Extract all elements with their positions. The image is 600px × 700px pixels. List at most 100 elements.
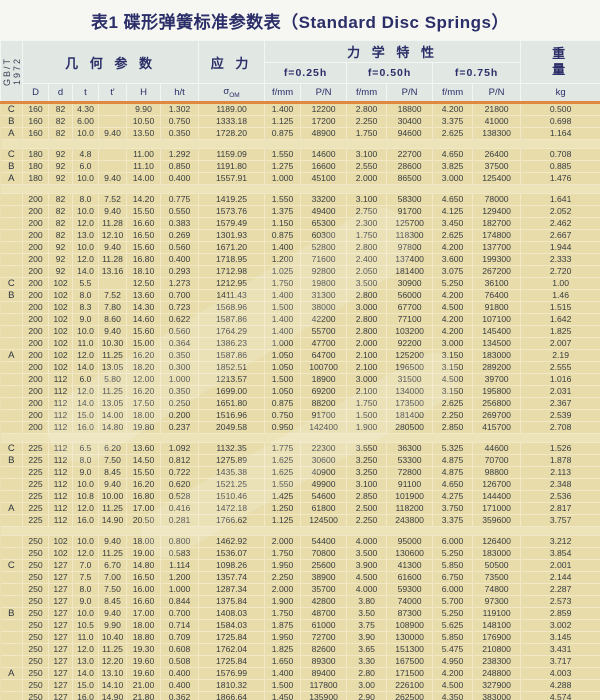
value-cell: 8.0 — [72, 583, 99, 596]
value-cell: 15.0 — [72, 409, 99, 422]
value-cell: 52800 — [300, 241, 348, 254]
value-cell: 1.550 — [264, 193, 302, 206]
value-cell: 1159.09 — [198, 148, 266, 161]
table-row: B 200 102 8.0 7.52 13.60 0.700 1411.43 1.400 3130… — [0, 289, 600, 302]
value-cell: 1576.99 — [198, 667, 266, 680]
value-cell: 1866.64 — [198, 691, 266, 700]
value-cell: 4.200 — [432, 325, 474, 338]
value-cell: 2.100 — [346, 385, 388, 398]
value-cell: 10.0 — [72, 127, 99, 140]
table-row: 200 102 8.3 7.80 14.30 0.723 1568.96 1.500 38000… — [0, 301, 600, 314]
value-cell: 13.16 — [98, 265, 127, 278]
value-cell: 6.0 — [72, 160, 99, 173]
value-cell: 112 — [48, 454, 73, 467]
value-cell: 1.050 — [264, 385, 302, 398]
value-cell: 269700 — [472, 409, 522, 422]
value-cell: 0.698 — [520, 115, 600, 128]
value-cell: 12.0 — [72, 547, 99, 560]
value-cell: 16.60 — [126, 217, 161, 230]
value-cell: 1.875 — [264, 619, 302, 632]
value-cell: 1.46 — [520, 289, 600, 302]
value-cell: 127 — [48, 571, 73, 584]
value-cell: 3.750 — [432, 502, 474, 515]
value-cell: 1.114 — [160, 559, 200, 572]
value-cell: 3.65 — [346, 643, 388, 656]
value-cell: 86500 — [386, 172, 434, 185]
value-cell: 3.100 — [346, 193, 388, 206]
value-cell: 30900 — [386, 277, 434, 290]
value-cell: 1.550 — [264, 478, 302, 491]
value-cell: 1408.03 — [198, 607, 266, 620]
value-cell: 210800 — [472, 643, 522, 656]
series-letter-cell — [0, 655, 23, 668]
value-cell: 3.600 — [432, 253, 474, 266]
value-cell: 9.40 — [98, 535, 127, 548]
series-letter-cell — [0, 679, 23, 692]
value-cell: 82600 — [300, 643, 348, 656]
value-cell: 9.0 — [72, 313, 99, 326]
value-cell: 0.300 — [160, 361, 200, 374]
value-cell: 2.100 — [346, 349, 388, 362]
value-cell: 225 — [22, 502, 49, 515]
value-cell: 1.125 — [264, 115, 302, 128]
value-cell: 3.375 — [432, 514, 474, 527]
series-letter-cell — [0, 373, 23, 386]
value-cell: 2.000 — [264, 583, 302, 596]
value-cell: 0.750 — [264, 409, 302, 422]
value-cell: 1.050 — [264, 349, 302, 362]
value-cell: 2.052 — [520, 205, 600, 218]
value-cell: 1718.95 — [198, 253, 266, 266]
table-row: 200 102 10.0 9.40 15.60 0.560 1764.29 1.400 5570… — [0, 325, 600, 338]
value-cell: 2.708 — [520, 421, 600, 434]
value-cell: 2.348 — [520, 478, 600, 491]
value-cell: 1357.74 — [198, 571, 266, 584]
value-cell: 10.0 — [72, 607, 99, 620]
value-cell: 1.125 — [264, 514, 302, 527]
value-cell: 48900 — [300, 127, 348, 140]
value-cell: 102 — [48, 277, 73, 290]
value-cell: 16.20 — [126, 385, 161, 398]
value-cell: 82 — [48, 229, 73, 242]
value-cell: 67700 — [386, 301, 434, 314]
value-cell: 0.500 — [520, 102, 600, 116]
table-row: C 180 92 4.8 11.00 1.292 1159.09 1.550 14600 3.10… — [0, 148, 600, 161]
value-cell: 125200 — [386, 349, 434, 362]
value-cell: 36100 — [472, 277, 522, 290]
value-cell: 200 — [22, 241, 49, 254]
value-cell: 134500 — [472, 337, 522, 350]
table-row: A 180 92 10.0 9.40 14.00 0.400 1557.91 1.000 4510… — [0, 172, 600, 185]
geometry-group-header: 几 何 参 数 — [21, 40, 200, 84]
value-cell: 10.50 — [126, 115, 161, 128]
value-cell: 1.825 — [264, 643, 302, 656]
value-cell: 16.0 — [72, 514, 99, 527]
value-cell: 4.500 — [432, 679, 474, 692]
value-cell: 200 — [22, 313, 49, 326]
table-row: 200 82 12.0 11.28 16.60 0.383 1579.49 1.150 6530… — [0, 217, 600, 230]
value-cell: 180 — [22, 172, 49, 185]
value-cell: 1.750 — [264, 607, 302, 620]
value-cell: 9.40 — [98, 325, 127, 338]
value-cell: 1.250 — [264, 502, 302, 515]
value-cell: 148100 — [472, 619, 522, 632]
value-cell: 1212.95 — [198, 277, 266, 290]
col-header-t: t — [72, 83, 99, 103]
value-cell: 16.0 — [72, 691, 99, 700]
value-cell: 1728.20 — [198, 127, 266, 140]
value-cell: 12.20 — [98, 655, 127, 668]
value-cell: 91800 — [472, 301, 522, 314]
value-cell: 33200 — [300, 193, 348, 206]
value-cell: 102 — [48, 313, 73, 326]
value-cell: 59300 — [386, 583, 434, 596]
table-row: 200 112 6.0 5.80 12.00 1.000 1213.57 1.500 18900… — [0, 373, 600, 386]
value-cell: 160 — [22, 115, 49, 128]
value-cell — [98, 277, 127, 290]
series-letter-cell — [0, 241, 23, 254]
value-cell: 18.00 — [126, 535, 161, 548]
value-cell: 11.28 — [98, 217, 127, 230]
value-cell: 1.775 — [264, 442, 302, 455]
value-cell: 125700 — [386, 217, 434, 230]
table-row: 200 102 14.0 13.05 18.20 0.300 1852.51 1.050 100… — [0, 361, 600, 374]
value-cell: 97800 — [386, 241, 434, 254]
value-cell: 9.40 — [98, 127, 127, 140]
value-cell: 10.0 — [72, 205, 99, 218]
